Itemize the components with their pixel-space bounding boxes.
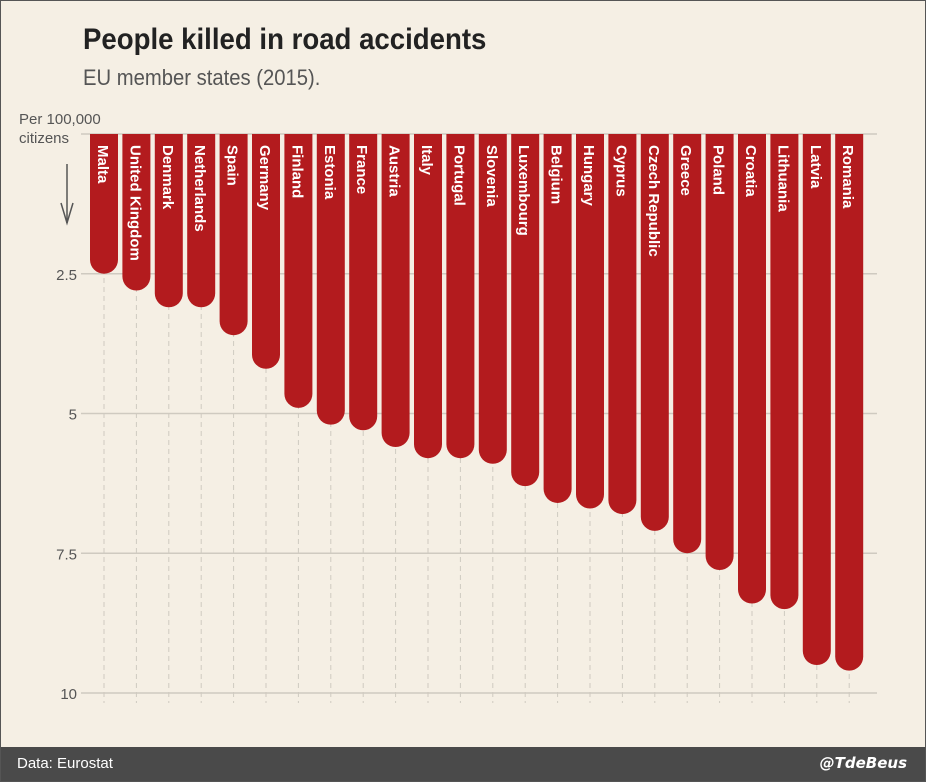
bar-poland [705,134,734,571]
bar-label: Austria [386,145,403,197]
data-source: Data: Eurostat [17,755,113,772]
bar-label: Hungary [580,145,597,207]
y-axis-label: Per 100,000 [19,111,101,128]
bar-croatia [738,134,766,604]
bar-spain [219,134,248,336]
bar-label: Cyprus [612,145,629,197]
bar-label: Belgium [548,145,565,204]
bar-latvia [802,134,831,666]
bar-label: United Kingdom [126,145,143,261]
footer-bar: Data: Eurostat @TdeBeus [1,747,925,781]
bar-denmark [154,134,183,308]
y-tick-label: 2.5 [56,267,77,284]
bar-label: Poland [710,145,727,195]
y-tick-label: 10 [60,686,77,703]
bar-portugal [446,134,475,459]
bar-germany [252,134,280,369]
down-arrow-head [60,202,74,226]
bar-romania [835,134,864,671]
bar-austria [381,134,410,448]
bar-label: Czech Republic [645,145,662,257]
bar-label: Greece [677,145,694,196]
bar-malta [90,134,119,274]
bar-label: Finland [288,145,305,198]
bar-label: France [353,145,370,194]
y-tick-label: 7.5 [56,546,77,563]
bar-label: Denmark [159,145,176,210]
y-axis-label: citizens [19,130,69,147]
bar-label: Luxembourg [515,145,532,236]
y-tick-label: 5 [69,407,77,424]
bar-finland [284,134,313,408]
bar-label: Malta [94,145,111,184]
author-credit: @TdeBeus [819,754,907,772]
chart-subtitle: EU member states (2015). [83,65,321,90]
bar-label: Lithuania [774,145,791,212]
bar-belgium [543,134,572,503]
bar-netherlands [187,134,216,308]
bar-czech-republic [640,134,669,531]
bar-label: Latvia [807,145,824,189]
bar-hungary [576,134,604,509]
bar-italy [414,134,442,459]
bar-label: Italy [418,145,435,176]
chart-title: People killed in road accidents [83,23,487,56]
bar-cyprus [608,134,637,515]
bar-france [349,134,378,431]
bar-label: Romania [839,145,856,209]
bar-label: Spain [224,145,241,186]
bar-united-kingdom [122,134,151,291]
bar-estonia [316,134,345,425]
bar-label: Estonia [321,145,338,200]
bar-slovenia [478,134,507,464]
bar-label: Slovenia [483,145,500,207]
bar-label: Netherlands [191,145,208,232]
bar-luxembourg [511,134,540,487]
bar-greece [673,134,702,554]
bar-label: Portugal [450,145,467,206]
bar-lithuania [770,134,799,610]
bar-chart: 2.5 5 7.5 10 Per 100,000 citizens Malta United … [19,111,877,703]
bar-label: Germany [256,145,273,211]
bar-label: Croatia [742,145,759,197]
